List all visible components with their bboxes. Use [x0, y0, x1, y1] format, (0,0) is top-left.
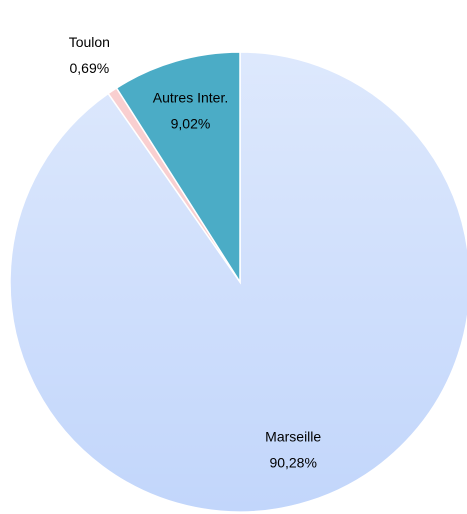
slice-label: Toulon — [69, 34, 110, 50]
slice-label: Autres Inter. — [153, 90, 228, 106]
pie-slice — [115, 51, 241, 285]
slice-value-label: 9,02% — [171, 116, 211, 132]
slice-shading — [10, 52, 467, 512]
slice-value-label: 0,69% — [69, 60, 109, 76]
slice-value-label: 90,28% — [269, 455, 316, 471]
slice-label: Marseille — [265, 429, 321, 445]
